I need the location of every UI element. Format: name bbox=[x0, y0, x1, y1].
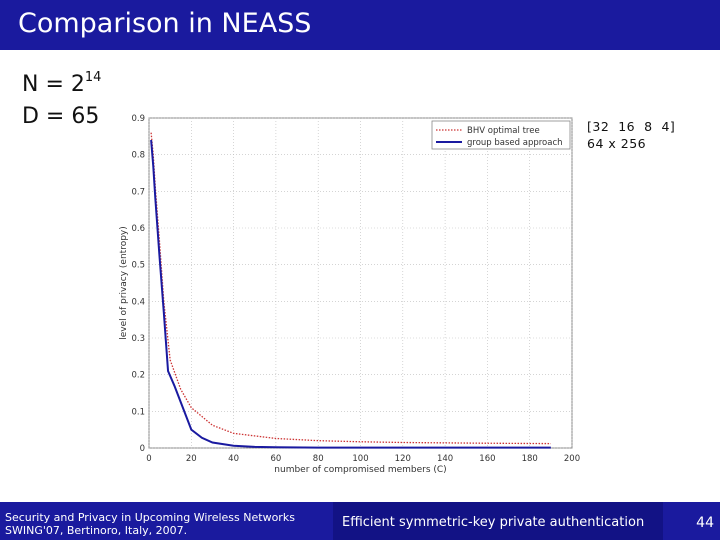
footer-line2: SWING'07, Bertinoro, Italy, 2007. bbox=[5, 524, 188, 537]
x-tick-label: 200 bbox=[564, 454, 580, 464]
x-tick-label: 40 bbox=[228, 454, 239, 464]
y-tick-label: 0.7 bbox=[131, 187, 145, 197]
footer-center-box bbox=[333, 502, 663, 540]
chart-svg: 0 20 40 60 80 100 120 140 160 180 200 0 0.1 0.2 0.3 0.4… bbox=[119, 114, 580, 475]
y-tick-label: 0.6 bbox=[131, 224, 145, 234]
x-tick-label: 0 bbox=[146, 454, 151, 464]
footer-center: Efficient symmetric-key private authenti… bbox=[342, 515, 645, 530]
x-tick-label: 180 bbox=[522, 454, 538, 464]
y-tick-label: 0.1 bbox=[131, 407, 145, 417]
legend-box bbox=[431, 120, 571, 150]
chart: 0 20 40 60 80 100 120 140 160 180 200 0 0.1 0.2 0.3 0.4… bbox=[110, 106, 590, 480]
footer-line1: Security and Privacy in Upcoming Wireles… bbox=[5, 511, 295, 524]
x-tick-label: 80 bbox=[313, 454, 324, 464]
y-tick-label: 0.2 bbox=[131, 371, 145, 381]
parameters: N = 214 D = 65 bbox=[22, 62, 101, 133]
y-tick-label: 0.9 bbox=[131, 114, 145, 124]
footer: Security and Privacy in Upcoming Wireles… bbox=[0, 502, 720, 540]
y-tick-label: 0 bbox=[140, 444, 145, 454]
title-bar: Comparison in NEASS bbox=[0, 0, 720, 50]
config-groups: 64 x 256 bbox=[587, 136, 647, 151]
param-n: N = 214 bbox=[22, 62, 101, 101]
series-line bbox=[150, 132, 551, 445]
x-tick-label: 160 bbox=[479, 454, 495, 464]
param-n-base: N = 2 bbox=[22, 72, 85, 97]
param-n-exponent: 14 bbox=[84, 70, 102, 85]
x-tick-label: 140 bbox=[437, 454, 453, 464]
series-line bbox=[150, 139, 551, 449]
legend-label: BHV optimal tree bbox=[467, 126, 540, 136]
y-tick-label: 0.5 bbox=[131, 261, 145, 271]
y-tick-label: 0.3 bbox=[131, 334, 145, 344]
y-tick-label: 0.8 bbox=[131, 151, 145, 161]
config-branching: [32 16 8 4] bbox=[587, 119, 676, 134]
x-tick-label: 20 bbox=[186, 454, 197, 464]
param-d: D = 65 bbox=[22, 104, 100, 129]
legend-label: group based approach bbox=[467, 138, 563, 148]
x-tick-label: 60 bbox=[270, 454, 281, 464]
y-axis-label: level of privacy (entropy) bbox=[119, 226, 129, 340]
configuration: [32 16 8 4] 64 x 256 bbox=[587, 118, 675, 152]
y-tick-label: 0.4 bbox=[131, 297, 145, 307]
slide-title: Comparison in NEASS bbox=[18, 8, 312, 39]
footer-source: Security and Privacy in Upcoming Wireles… bbox=[5, 511, 295, 537]
x-tick-label: 120 bbox=[395, 454, 411, 464]
x-axis-label: number of compromised members (C) bbox=[274, 465, 446, 475]
x-tick-label: 100 bbox=[352, 454, 368, 464]
page-number: 44 bbox=[696, 515, 714, 531]
